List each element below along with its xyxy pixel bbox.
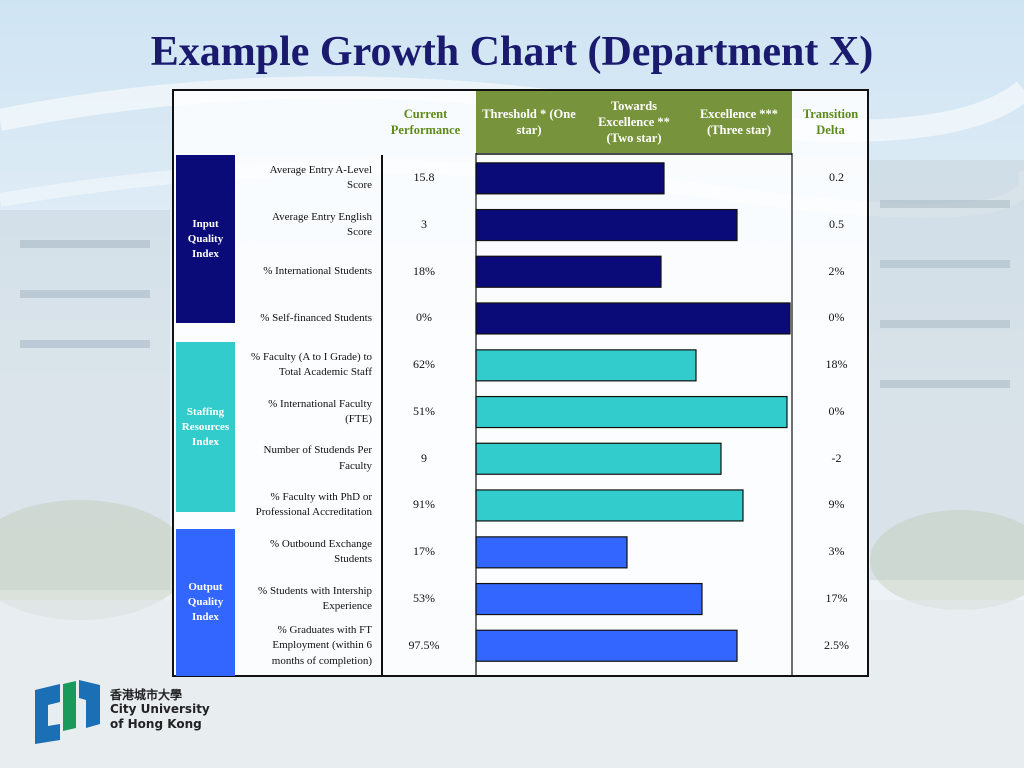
slide-title: Example Growth Chart (Department X): [150, 29, 874, 75]
row-label: Average Entry A-Level Score: [236, 163, 372, 194]
row-label: % Faculty with PhD or Professional Accred…: [236, 490, 372, 521]
row-label: % International Students: [236, 264, 372, 280]
logo-english-line2: of Hong Kong: [110, 717, 202, 731]
row-transition-delta: 2%: [828, 263, 845, 278]
row-current-value: 51%: [413, 404, 435, 419]
row-label-line: % Outbound Exchange: [269, 537, 372, 550]
performance-bar: [475, 162, 665, 195]
row-label-line: Professional Accreditation: [255, 506, 372, 519]
group-name-line: Index: [192, 611, 219, 623]
row-label-line: Average Entry English: [272, 210, 372, 223]
row-label-line: Employment (within 6: [272, 639, 372, 651]
row-current-value: 53%: [413, 591, 435, 606]
row-transition-delta: 0.2: [829, 170, 844, 185]
row-current-value: 15.8: [413, 170, 435, 185]
row-label-line: % Graduates with FT: [277, 623, 372, 636]
performance-bar: [475, 349, 697, 382]
performance-bar: [475, 489, 744, 522]
group-name-line: Output: [188, 581, 223, 593]
group-block-1: Staffing Resources Index: [176, 342, 235, 512]
performance-bar: [475, 395, 788, 429]
row-current-value: 17%: [413, 544, 435, 559]
row-transition-delta: 0.5: [829, 217, 844, 232]
row-label: % International Faculty (FTE): [236, 397, 372, 428]
group-name-line: Quality: [187, 232, 224, 245]
performance-bar: [475, 302, 791, 335]
group-block-2: Output Quality Index: [176, 529, 235, 676]
row-current-value: 62%: [413, 357, 435, 372]
row-label-line: % Faculty with PhD or: [270, 490, 372, 503]
row-label-line: (FTE): [345, 413, 372, 426]
row-label-line: % Faculty (A to I Grade) to: [251, 350, 372, 363]
header-current-performance: Current Performance: [390, 107, 461, 137]
performance-bar: [475, 208, 738, 242]
row-label: % Self-financed Students: [236, 311, 372, 327]
group-name-line: Index: [192, 247, 219, 260]
header-excellence: Excellence *** (Three star): [686, 91, 792, 153]
row-label: % Graduates with FT Employment (within 6 m…: [236, 623, 372, 670]
bars-area: [475, 153, 793, 677]
row-label-line: % International Faculty: [268, 397, 372, 410]
row-label-line: Students: [334, 553, 372, 566]
row-current-value: 3: [421, 217, 427, 232]
row-label: % Outbound Exchange Students: [236, 537, 372, 568]
row-label-line: Total Academic Staff: [278, 366, 372, 379]
row-label: % Faculty (A to I Grade) to Total Academi…: [236, 350, 372, 381]
row-label-line: % Students with Intership: [258, 584, 372, 597]
row-label: Number of Studends Per Faculty: [236, 443, 372, 474]
group-name-line: Quality: [187, 596, 224, 608]
label-divider: [381, 155, 383, 675]
performance-bar: [475, 582, 703, 616]
row-current-value: 18%: [413, 263, 435, 278]
row-label-line: Faculty: [339, 459, 372, 472]
row-label: Average Entry English Score: [236, 210, 372, 241]
group-block-0: Input Quality Index: [176, 155, 235, 323]
group-name-line: Index: [192, 435, 219, 448]
row-transition-delta: 0%: [828, 404, 845, 419]
row-current-value: 0%: [416, 310, 432, 325]
performance-bar: [475, 255, 662, 288]
group-name-line: Input: [192, 217, 219, 230]
performance-bar: [475, 442, 722, 475]
row-label-line: Experience: [322, 600, 372, 613]
row-transition-delta: 18%: [825, 357, 848, 372]
row-transition-delta: -2: [831, 450, 842, 465]
row-transition-delta: 2.5%: [824, 637, 849, 652]
row-label-line: Score: [346, 179, 372, 192]
header-transition-delta: Transition Delta: [802, 107, 859, 137]
row-current-value: 97.5%: [408, 637, 440, 652]
growth-chart: Current Performance Threshold * (One sta…: [172, 89, 869, 677]
city-university-logo: 香港城市大學 City University of Hong Kong: [30, 680, 210, 748]
row-label-line: Average Entry A-Level: [269, 163, 372, 176]
header-towards-excellence: Towards Excellence ** (Two star): [582, 91, 686, 153]
row-transition-delta: 3%: [828, 544, 845, 559]
performance-bar: [475, 536, 628, 569]
header-threshold: Threshold * (One star): [476, 91, 582, 153]
cityu-emblem-icon: [35, 680, 100, 744]
group-name-line: Resources: [181, 420, 230, 433]
performance-bar: [475, 629, 738, 662]
row-label-line: months of completion): [271, 654, 372, 667]
logo-english-line1: City University: [110, 702, 210, 716]
row-label-line: Number of Studends Per: [263, 444, 372, 457]
row-label: % Students with Intership Experience: [236, 584, 372, 615]
row-label-line: % Self-financed Students: [260, 311, 372, 324]
logo-chinese-name: 香港城市大學: [110, 688, 183, 702]
row-current-value: 91%: [413, 497, 435, 512]
row-transition-delta: 9%: [828, 497, 845, 512]
row-transition-delta: 0%: [828, 310, 845, 325]
row-current-value: 9: [421, 450, 427, 465]
row-label-line: Score: [346, 226, 372, 239]
row-label-line: % International Students: [263, 265, 372, 277]
group-name-line: Staffing: [186, 405, 225, 418]
row-transition-delta: 17%: [825, 591, 848, 606]
